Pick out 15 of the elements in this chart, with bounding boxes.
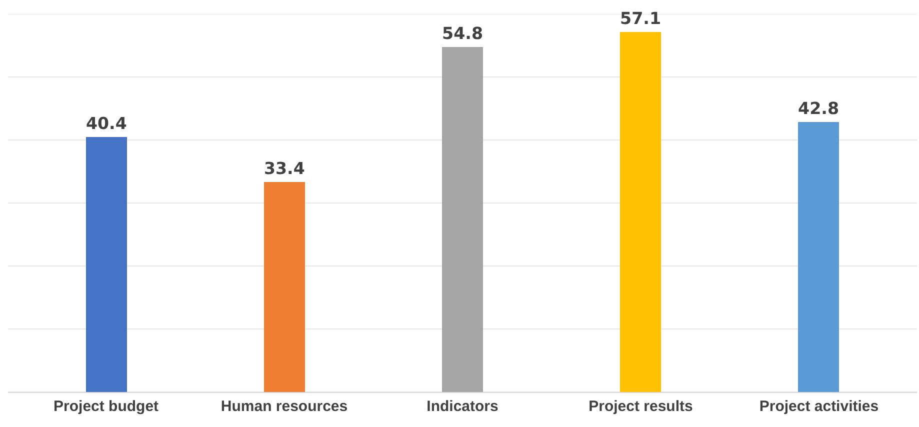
x-tick-label: Human resources bbox=[220, 398, 348, 415]
data-label: 40.4 bbox=[86, 114, 127, 134]
bar bbox=[86, 137, 127, 392]
bar bbox=[442, 47, 483, 392]
data-label: 54.8 bbox=[442, 24, 483, 44]
x-tick-label: Project budget bbox=[54, 398, 159, 415]
bar bbox=[620, 32, 661, 392]
data-label: 33.4 bbox=[264, 159, 305, 178]
x-tick-label: Project results bbox=[588, 398, 693, 415]
data-label: 42.8 bbox=[798, 99, 839, 118]
bar bbox=[264, 182, 305, 392]
x-tick-label: Indicators bbox=[426, 398, 498, 415]
bar bbox=[798, 122, 839, 392]
x-tick-label: Project activities bbox=[759, 398, 879, 415]
data-label: 57.1 bbox=[620, 9, 661, 28]
